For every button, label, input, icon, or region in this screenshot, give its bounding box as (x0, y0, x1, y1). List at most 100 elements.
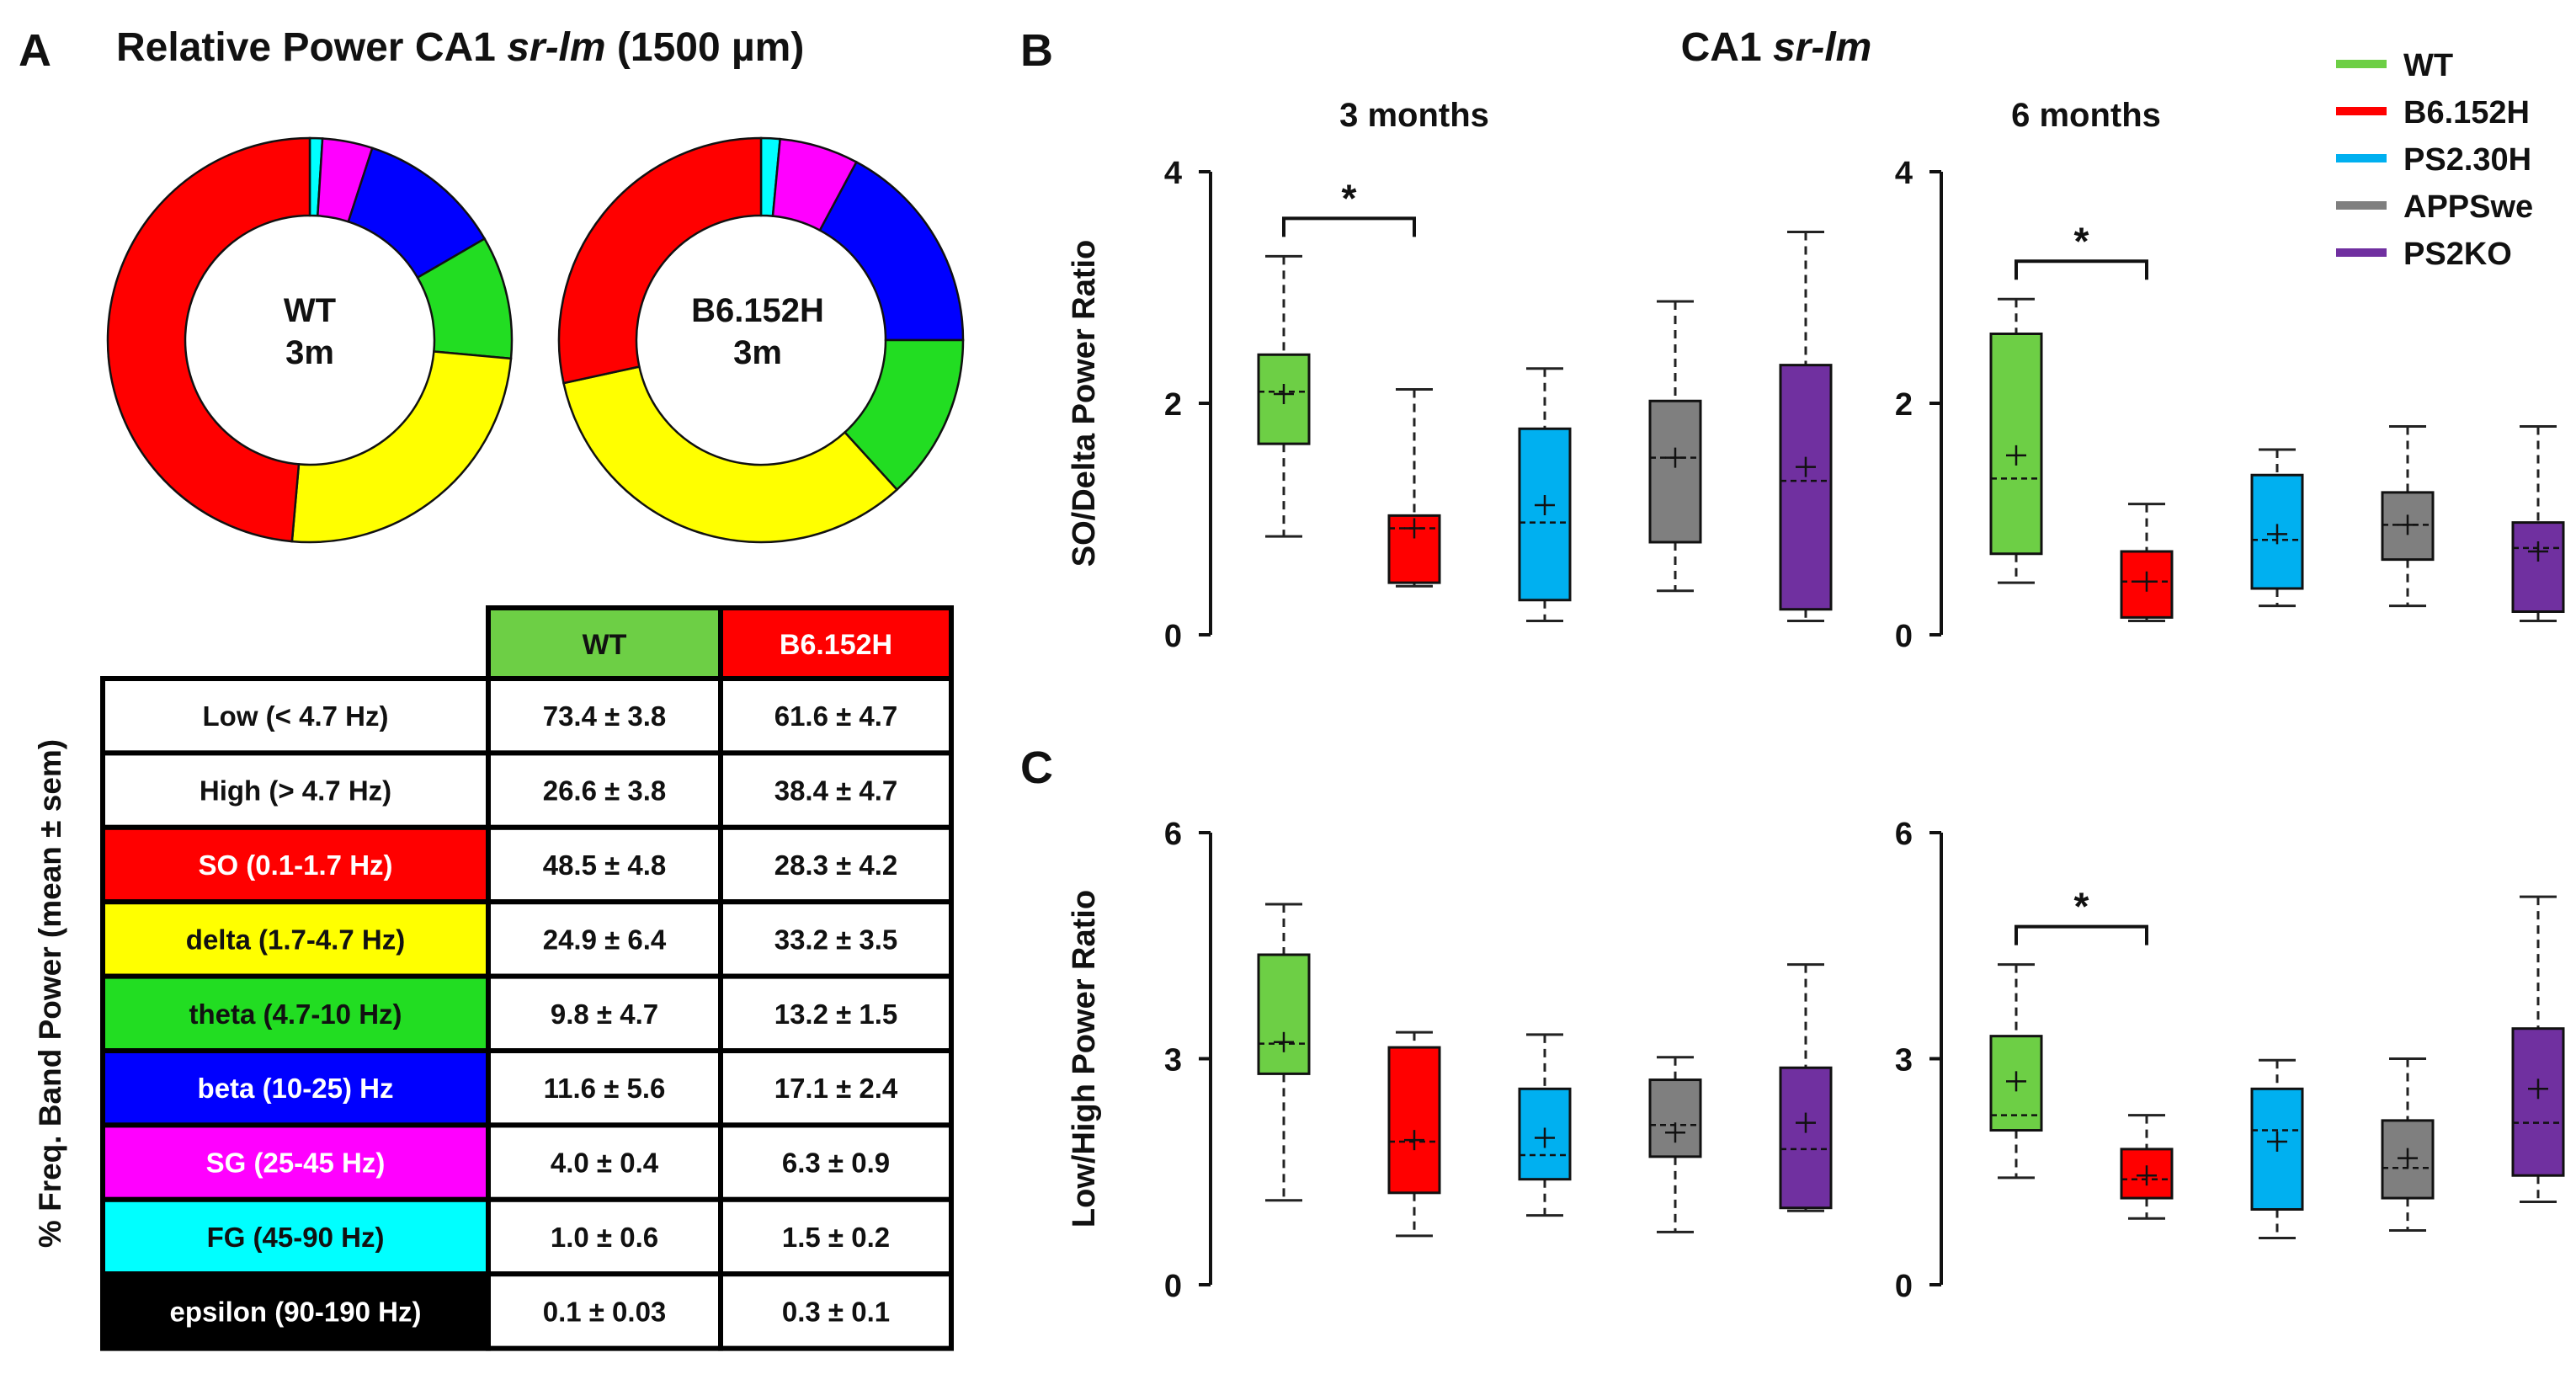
significance-bracket (2014, 924, 2148, 945)
boxplot-c-6-months: 0 3 6 * (1895, 817, 2565, 1304)
box-b6-152h (2120, 1114, 2174, 1220)
donut-wt-label-line1: WT (284, 292, 336, 329)
box-ps2-30h (1518, 367, 1572, 622)
legend-label-ps2-30h: PS2.30H (2403, 142, 2531, 178)
box-ps2ko (2511, 425, 2565, 622)
box-ps2-30h (2250, 1058, 2304, 1240)
chart-title: 3 months (1339, 97, 1489, 134)
legend-label-wt: WT (2403, 48, 2453, 83)
y-tick-label: 2 (1895, 387, 1913, 423)
donut-wt-label-line2: 3m (285, 334, 334, 371)
y-tick-label: 6 (1164, 817, 1182, 852)
group-legend: WT B6.152H PS2.30H APPSwe PS2KO (2336, 48, 2533, 272)
boxplot-b-6-months: 0 2 4 6 months * (1895, 97, 2565, 654)
donut-slice-delta (562, 365, 899, 544)
y-tick-label: 3 (1895, 1043, 1913, 1078)
box-appswe (1648, 300, 1702, 593)
table-band-cell (100, 750, 491, 830)
panel-b-title: CA1 sr-lm (1681, 25, 1872, 70)
table-wt-value: 73.4 ± 3.8 (543, 700, 667, 732)
iqr-box (1779, 364, 1833, 611)
table-b6-cell (718, 824, 954, 905)
chart-title: 6 months (2011, 97, 2161, 134)
y-axis-label: SO/Delta Power Ratio (1067, 240, 1102, 567)
table-band-label: SG (25-45 Hz) (206, 1148, 386, 1179)
table-b6-cell (718, 899, 954, 979)
box-ps2ko (1779, 963, 1833, 1212)
box-ps2ko (1779, 231, 1833, 622)
table-wt-cell (486, 750, 723, 830)
table-b6-value: 28.3 ± 4.2 (774, 849, 898, 881)
box-b6-152h (2120, 503, 2174, 622)
table-b6-value: 17.1 ± 2.4 (774, 1073, 898, 1104)
y-tick-label: 2 (1164, 387, 1182, 423)
boxplot-b-3-months: 0 2 4 3 months SO/Delta Power Ratio * (1067, 97, 1833, 654)
donut-b6-label-line2: 3m (733, 334, 782, 371)
significance-star: * (2074, 885, 2089, 929)
significance-bracket (1282, 216, 1416, 237)
table-header-label: B6.152H (780, 629, 892, 661)
panel-a-title: Relative Power CA1 sr-lm (1500 µm) (116, 25, 804, 70)
table-band-label: SO (0.1-1.7 Hz) (198, 849, 392, 881)
box-appswe (1648, 1056, 1702, 1233)
table-b6-value: 6.3 ± 0.9 (782, 1148, 890, 1179)
box-appswe (2381, 1057, 2435, 1233)
table-wt-value: 26.6 ± 3.8 (543, 775, 667, 807)
box-wt (1989, 963, 2043, 1180)
boxplot-c-3-months: 0 3 6 Low/High Power Ratio (1067, 817, 1833, 1304)
table-b6-value: 1.5 ± 0.2 (782, 1222, 890, 1253)
table-b6-cell (718, 1122, 954, 1202)
y-tick-label: 0 (1164, 619, 1182, 654)
table-wt-cell (486, 1048, 723, 1128)
table-wt-value: 9.8 ± 4.7 (551, 999, 658, 1030)
legend-label-b6-152h: B6.152H (2403, 95, 2530, 130)
table-b6-value: 13.2 ± 1.5 (774, 999, 898, 1030)
table-b6-cell (718, 1196, 954, 1277)
table-b6-cell (718, 676, 954, 756)
table-side-label: % Freq. Band Power (mean ± sem) (33, 739, 67, 1248)
y-tick-label: 6 (1895, 817, 1913, 852)
table-header-cell-b6-152h (718, 605, 954, 681)
table-b6-value: 33.2 ± 3.5 (774, 924, 898, 955)
box-wt (1989, 297, 2043, 584)
box-b6-152h (1387, 1030, 1441, 1238)
iqr-box (2381, 491, 2435, 562)
table-band-label: High (> 4.7 Hz) (200, 775, 391, 807)
panel-a-letter: A (19, 25, 51, 76)
table-wt-value: 0.1 ± 0.03 (543, 1296, 667, 1327)
box-b6-152h (1387, 388, 1441, 588)
table-b6-cell (718, 1271, 954, 1351)
y-tick-label: 4 (1164, 156, 1182, 191)
donut-chart-b6-152h (557, 136, 965, 544)
donut-slice-beta (818, 160, 965, 342)
table-b6-value: 0.3 ± 0.1 (782, 1296, 890, 1327)
table-band-label: epsilon (90-190 Hz) (170, 1296, 422, 1327)
iqr-box (2511, 521, 2565, 613)
table-wt-value: 1.0 ± 0.6 (551, 1222, 658, 1253)
table-wt-value: 24.9 ± 6.4 (543, 924, 667, 955)
panel-b-letter: B (1020, 25, 1053, 76)
iqr-box (1257, 953, 1311, 1075)
table-b6-value: 61.6 ± 4.7 (774, 700, 898, 732)
significance-star: * (1342, 176, 1357, 220)
y-tick-label: 0 (1895, 1269, 1913, 1304)
box-ps2ko (2511, 895, 2565, 1204)
box-ps2-30h (1518, 1033, 1572, 1217)
table-wt-value: 4.0 ± 0.4 (551, 1148, 659, 1179)
donut-slice-delta (290, 350, 513, 544)
table-band-label: FG (45-90 Hz) (207, 1222, 385, 1253)
band-power-table: WT B6.152H Low (< 4.7 Hz) 73.4 ± 3.8 61.6 ± … (100, 605, 954, 1351)
iqr-box (2511, 1027, 2565, 1177)
table-header-label: WT (583, 629, 627, 661)
table-band-label: delta (1.7-4.7 Hz) (186, 924, 405, 955)
box-ps2-30h (2250, 448, 2304, 608)
table-band-label: Low (< 4.7 Hz) (203, 700, 389, 732)
table-b6-cell (718, 973, 954, 1053)
y-tick-label: 3 (1164, 1043, 1182, 1078)
legend-label-appswe: APPSwe (2403, 189, 2533, 225)
donut-b6-label-line1: B6.152H (691, 292, 824, 329)
table-header-cell-wt (486, 605, 723, 681)
table-wt-cell (486, 899, 723, 979)
legend-label-ps2ko: PS2KO (2403, 237, 2512, 272)
